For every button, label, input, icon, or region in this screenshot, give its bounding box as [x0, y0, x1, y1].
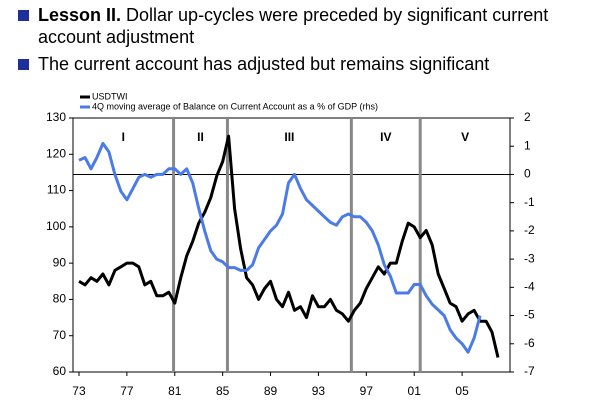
y2-tick-label: -1: [524, 195, 535, 209]
y-tick-label: 90: [53, 255, 67, 269]
y-tick-label: 120: [46, 146, 66, 160]
x-tick-label: 85: [216, 384, 230, 398]
period-label: I: [122, 130, 125, 144]
x-tick-label: 93: [312, 384, 326, 398]
y2-tick-label: 1: [524, 138, 531, 152]
x-tick-label: 73: [72, 384, 86, 398]
legend-label: 4Q moving average of Balance on Current …: [92, 101, 378, 111]
bullet-text: Dollar up-cycles were preceded by signif…: [38, 5, 549, 47]
bullet: Lesson II. Dollar up-cycles were precede…: [18, 4, 588, 48]
y-tick-label: 80: [53, 292, 67, 306]
y2-tick-label: -6: [524, 336, 535, 350]
bullet-list: Lesson II. Dollar up-cycles were precede…: [18, 4, 588, 80]
y-tick-label: 130: [46, 110, 66, 124]
y2-tick-label: -5: [524, 308, 535, 322]
x-tick-label: 77: [120, 384, 134, 398]
y2-tick-label: -7: [524, 364, 535, 378]
y2-tick-label: 0: [524, 167, 531, 181]
period-label: III: [284, 130, 294, 144]
x-tick-label: 97: [360, 384, 374, 398]
bullet-text: The current account has adjusted but rem…: [38, 54, 490, 74]
plot-frame: [72, 117, 511, 373]
y-tick-label: 70: [53, 328, 67, 342]
y-tick-label: 110: [47, 183, 66, 197]
y2-tick-label: -4: [524, 280, 535, 294]
bullet-text: Lesson II.: [38, 5, 122, 25]
series-line: [78, 134, 500, 358]
series-line: [78, 141, 482, 354]
period-label: IV: [380, 130, 391, 144]
legend-label: USDTWI: [92, 91, 128, 101]
x-tick-label: 81: [168, 384, 182, 398]
period-label: V: [461, 130, 469, 144]
x-tick-label: 89: [264, 384, 278, 398]
x-tick-label: 01: [408, 384, 422, 398]
bullet: The current account has adjusted but rem…: [18, 53, 588, 75]
y-tick-label: 100: [46, 219, 66, 233]
y2-tick-label: -2: [524, 223, 535, 237]
period-label: II: [197, 130, 204, 144]
y2-tick-label: 2: [524, 110, 531, 124]
y2-tick-label: -3: [524, 251, 535, 265]
y-tick-label: 60: [53, 364, 67, 378]
x-tick-label: 05: [455, 384, 469, 398]
